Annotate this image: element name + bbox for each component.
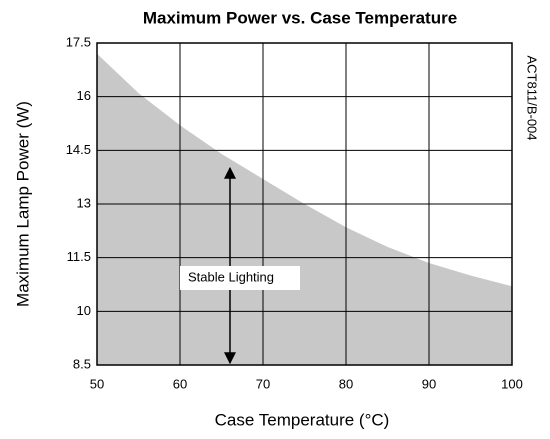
x-axis-label: Case Temperature (°C) bbox=[215, 410, 390, 429]
y-tick-label: 8.5 bbox=[73, 356, 91, 371]
plot-area: 8.5 10 11.5 13 14.5 16 17.5 50 60 70 80 90 100 bbox=[66, 34, 523, 391]
y-tick-label: 11.5 bbox=[67, 249, 91, 264]
x-tick-label: 90 bbox=[422, 376, 436, 391]
y-tick-label: 17.5 bbox=[66, 34, 91, 49]
x-tick-label: 60 bbox=[173, 376, 187, 391]
x-tick-label: 70 bbox=[256, 376, 270, 391]
annotation: Stable Lighting bbox=[188, 269, 274, 284]
y-tick-label: 10 bbox=[77, 303, 91, 318]
x-tick-label: 80 bbox=[339, 376, 353, 391]
x-tick-label: 100 bbox=[501, 376, 523, 391]
y-tick-label: 14.5 bbox=[66, 142, 91, 157]
chart-title: Maximum Power vs. Case Temperature bbox=[143, 8, 457, 27]
area bbox=[97, 53, 512, 365]
plot-border bbox=[96, 42, 513, 366]
y-tick-label: 16 bbox=[77, 88, 91, 103]
y-tick-label: 13 bbox=[77, 195, 91, 210]
overlay: Stable Lighting bbox=[180, 166, 300, 365]
figure-code: ACT811/B-004 bbox=[525, 55, 540, 140]
label-box bbox=[180, 266, 300, 290]
x-tick-label: 50 bbox=[90, 376, 104, 391]
y-axis-label: Maximum Lamp Power (W) bbox=[13, 101, 32, 307]
